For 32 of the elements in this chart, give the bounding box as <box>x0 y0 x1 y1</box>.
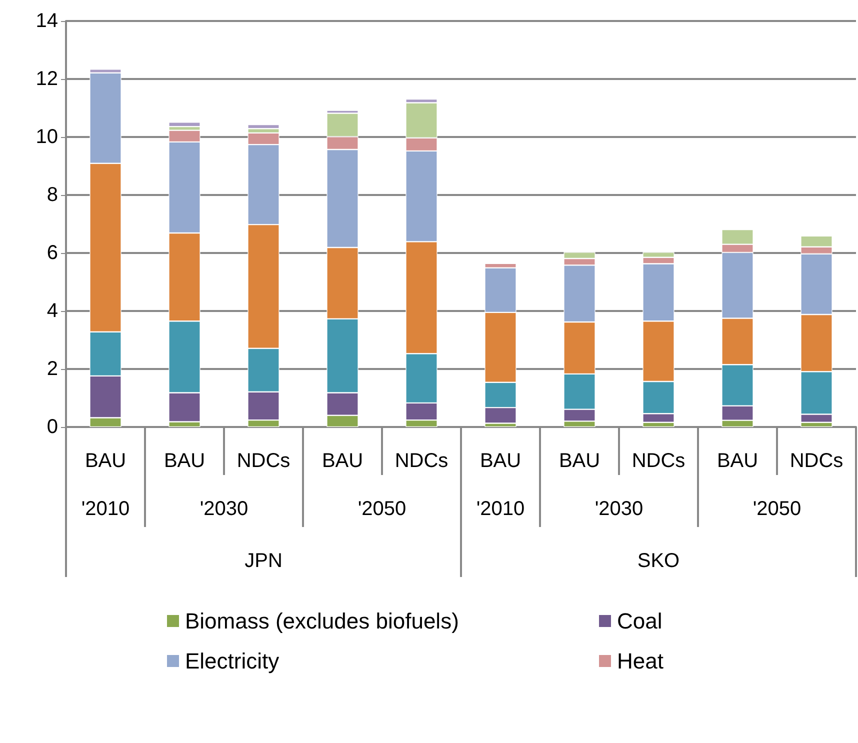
text: SKO <box>637 550 680 572</box>
text: '2030 <box>200 498 248 520</box>
y-tick-label: 0 <box>46 416 58 438</box>
legend-label: Coal <box>617 608 662 634</box>
text: '2030 <box>594 498 644 520</box>
y-tick-label: 12 <box>36 68 58 90</box>
bar <box>168 122 200 127</box>
y-tick-label: 6 <box>46 242 58 264</box>
x-tick-label: BAU <box>558 450 600 472</box>
text: '2050 <box>358 498 406 520</box>
x-tick-label: NDCs <box>394 450 448 472</box>
y-tick-label: 8 <box>46 184 58 206</box>
x-tick-label: NDCs <box>632 450 686 472</box>
x-tick-label: BAU <box>480 450 522 472</box>
bar <box>248 124 280 129</box>
x-tick-label: BAU <box>84 450 126 472</box>
y-tick-label: 14 <box>36 10 58 32</box>
y-tick-label: 4 <box>46 300 58 322</box>
x-tick-label: BAU <box>322 450 364 472</box>
text: '2010 <box>81 498 130 520</box>
legend-label: Electricity <box>185 648 280 674</box>
x-tick-label: NDCs <box>790 450 844 472</box>
x-tick-label: BAU <box>716 450 758 472</box>
x-tick-label: BAU <box>164 450 206 472</box>
legend-label: Heat <box>617 648 664 674</box>
legend-label: Biomass (excludes biofuels) <box>185 608 459 634</box>
text: '2050 <box>752 498 802 520</box>
text: '2010 <box>476 498 525 520</box>
y-tick-label: 10 <box>36 126 58 148</box>
x-tick-label: NDCs <box>236 450 290 472</box>
text: JPN <box>244 550 282 572</box>
y-tick-label: 2 <box>46 358 58 380</box>
